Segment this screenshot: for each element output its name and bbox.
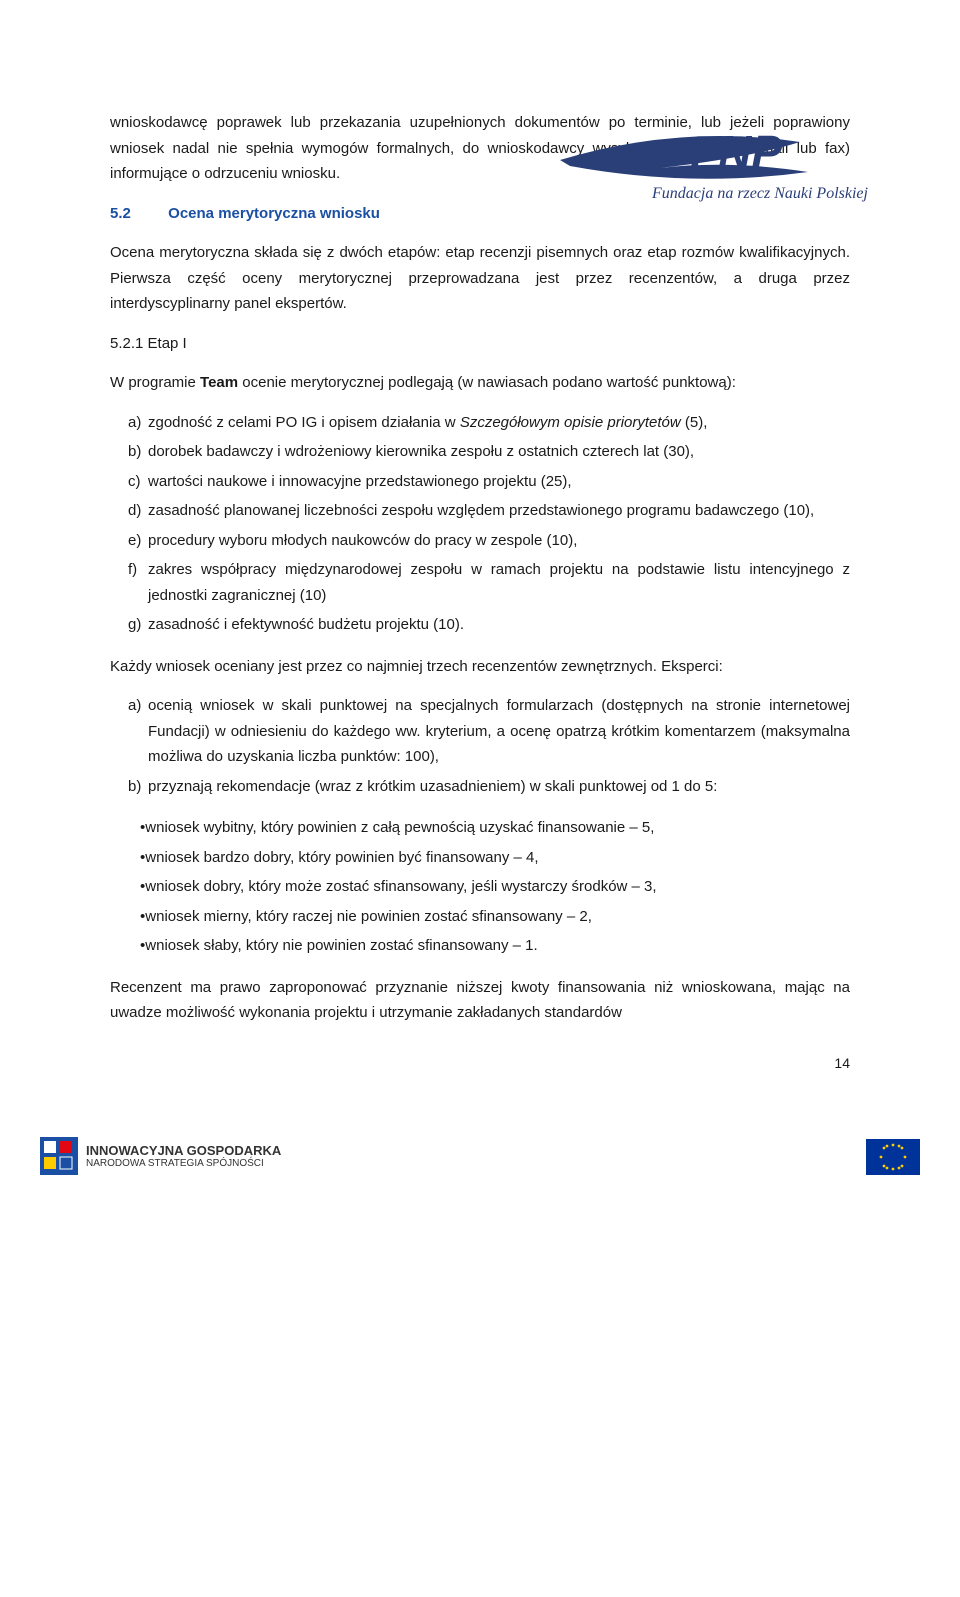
list-item: e) procedury wyboru młodych naukowców do… — [110, 528, 850, 554]
list-item: c) wartości naukowe i innowacyjne przeds… — [110, 469, 850, 495]
page-footer: INNOWACYJNA GOSPODARKA NARODOWA STRATEGI… — [0, 1115, 960, 1175]
etap1-intro: W programie Team ocenie merytorycznej po… — [110, 370, 850, 396]
page-number: 14 — [110, 1052, 850, 1076]
etap1-heading: 5.2.1 Etap I — [110, 331, 850, 357]
ig-subtitle: NARODOWA STRATEGIA SPÓJNOŚCI — [86, 1158, 281, 1169]
list-item: •wniosek słaby, który nie powinien zosta… — [110, 933, 850, 959]
list-item: •wniosek dobry, który może zostać sfinan… — [110, 874, 850, 900]
list-item: b) dorobek badawczy i wdrożeniowy kierow… — [110, 439, 850, 465]
list-item: a) ocenią wniosek w skali punktowej na s… — [110, 693, 850, 770]
list-item: •wniosek bardzo dobry, który powinien by… — [110, 845, 850, 871]
ig-title: INNOWACYJNA GOSPODARKA — [86, 1144, 281, 1158]
ig-logo: INNOWACYJNA GOSPODARKA NARODOWA STRATEGI… — [40, 1137, 281, 1175]
eu-flag-icon — [866, 1139, 920, 1175]
list-item: a) zgodność z celami PO IG i opisem dzia… — [110, 410, 850, 436]
closing-paragraph: Recenzent ma prawo zaproponować przyznan… — [110, 975, 850, 1026]
ig-square-icon — [40, 1137, 78, 1175]
fnp-logo: FNP Fundacja na rzecz Nauki Polskiej — [540, 116, 900, 212]
list-item: b) przyznają rekomendacje (wraz z krótki… — [110, 774, 850, 800]
criteria-list: a) zgodność z celami PO IG i opisem dzia… — [110, 410, 850, 638]
logo-subtitle: Fundacja na rzecz Nauki Polskiej — [651, 185, 869, 202]
list-item: •wniosek mierny, który raczej nie powini… — [110, 904, 850, 930]
list-item: g) zasadność i efektywność budżetu proje… — [110, 612, 850, 638]
experts-intro: Każdy wniosek oceniany jest przez co naj… — [110, 654, 850, 680]
section-number: 5.2 — [110, 201, 164, 227]
section-intro: Ocena merytoryczna składa się z dwóch et… — [110, 240, 850, 317]
list-item: d) zasadność planowanej liczebności zesp… — [110, 498, 850, 524]
experts-list: a) ocenią wniosek w skali punktowej na s… — [110, 693, 850, 799]
list-item: f) zakres współpracy międzynarodowej zes… — [110, 557, 850, 608]
logo-text: FNP — [690, 126, 782, 178]
list-item: •wniosek wybitny, który powinien z całą … — [110, 815, 850, 841]
section-title: Ocena merytoryczna wniosku — [168, 205, 380, 222]
ratings-list: •wniosek wybitny, który powinien z całą … — [110, 815, 850, 959]
